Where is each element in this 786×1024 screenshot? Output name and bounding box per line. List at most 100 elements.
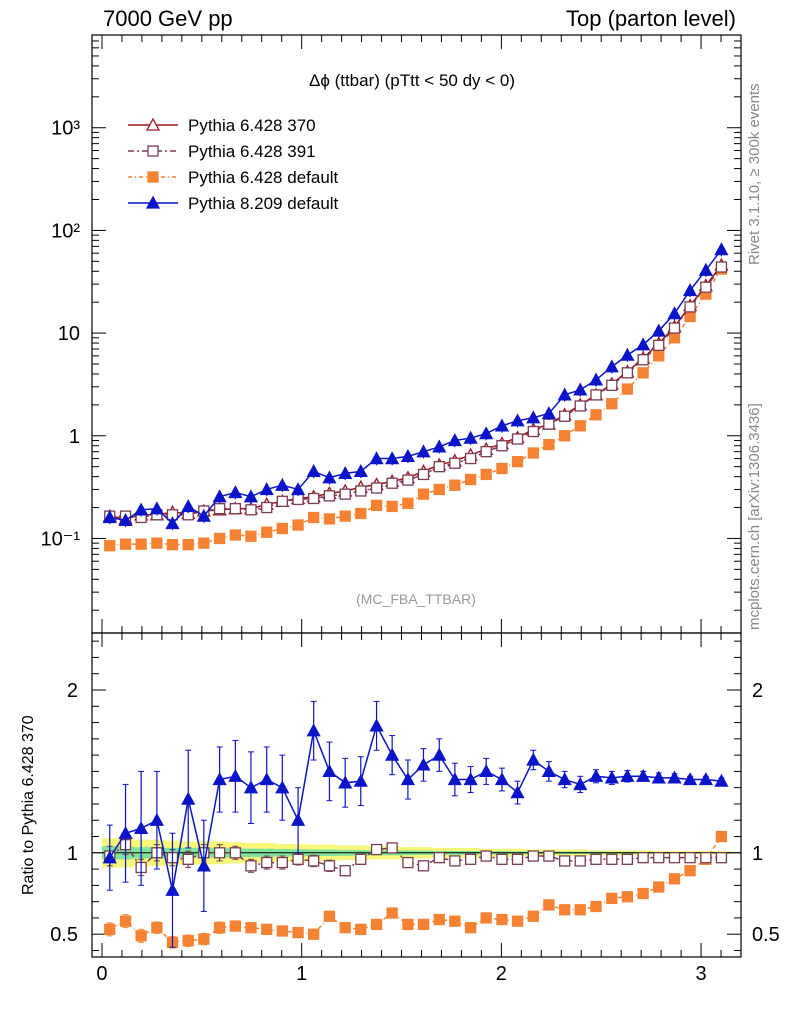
x-tick-label: 2 (496, 963, 507, 985)
data-point (198, 537, 210, 549)
ratio-point (245, 922, 257, 934)
ratio-point (402, 856, 414, 869)
data-point (400, 449, 416, 463)
legend-entry: Pythia 6.428 default (128, 168, 339, 187)
ratio-point (151, 922, 163, 934)
ratio-point (590, 900, 602, 913)
y-tick-label: 10⁻¹ (41, 528, 81, 550)
ratio-point (261, 923, 273, 935)
data-point (165, 516, 180, 530)
ratio-point (574, 904, 586, 916)
data-point (104, 540, 116, 552)
data-point (323, 513, 336, 525)
ratio-point (229, 920, 242, 932)
data-point (480, 468, 492, 481)
ratio-point (620, 768, 635, 782)
ratio-point (433, 852, 445, 864)
ratio-point (511, 853, 524, 865)
ratio-point (574, 855, 586, 867)
analysis-watermark: (MC_FBA_TTBAR) (356, 591, 476, 607)
legend-label: Pythia 6.428 391 (188, 142, 316, 161)
data-point (636, 337, 651, 351)
ratio-point (653, 852, 665, 864)
ratio-point (668, 873, 681, 885)
ratio-point (527, 910, 539, 922)
data-point (668, 322, 681, 334)
legend-marker (147, 145, 159, 157)
data-point (275, 477, 290, 491)
data-point (510, 413, 525, 427)
data-point (135, 538, 147, 550)
x-tick-label: 3 (695, 963, 706, 985)
data-point (102, 510, 117, 524)
data-point (369, 451, 384, 465)
data-point (684, 301, 696, 313)
y-tick-label: 10 (58, 323, 80, 345)
data-point (386, 477, 398, 489)
ratio-point (557, 772, 572, 786)
ratio-point (432, 747, 447, 761)
data-point (653, 339, 665, 351)
ratio-point (149, 812, 164, 826)
ratio-point (682, 772, 698, 786)
ratio-point (606, 892, 618, 905)
ratio-panel-frame (91, 632, 742, 958)
data-point (261, 501, 273, 514)
chart-title: Δϕ (ttbar) (pTtt < 50 dy < 0) (309, 71, 515, 90)
ratio-point (400, 772, 416, 786)
ratio-point (308, 855, 320, 867)
ratio-point (245, 860, 257, 872)
main-series-2 (104, 263, 728, 552)
data-point (574, 400, 586, 412)
data-point (402, 497, 414, 509)
ratio-point (637, 887, 649, 900)
ratio-point (292, 853, 304, 865)
ratio-point (323, 910, 336, 922)
ratio-point (229, 847, 242, 859)
data-point (620, 347, 635, 361)
ratio-point (417, 860, 430, 872)
ratio-point (322, 764, 337, 778)
ratio-y-tick-label: 0.5 (50, 924, 78, 946)
data-point (526, 410, 541, 424)
ratio-point (684, 852, 696, 864)
ratio-series-line (109, 723, 722, 891)
ratio-point (165, 882, 180, 896)
ratio-point (543, 850, 555, 862)
ratio-point (182, 853, 194, 865)
data-point (134, 502, 149, 516)
ratio-series-2 (102, 700, 729, 948)
ratio-y-tick-label-right: 0.5 (752, 924, 780, 946)
ratio-point (479, 764, 494, 778)
ratio-point (276, 856, 288, 869)
data-point (182, 539, 194, 551)
ratio-point (416, 757, 431, 771)
ratio-y-tick-label: 2 (67, 680, 78, 702)
data-point (259, 482, 274, 496)
ratio-point (259, 772, 274, 786)
ratio-point (653, 881, 665, 893)
y-tick-label: 1 (69, 426, 80, 448)
ratio-point (338, 775, 353, 789)
data-point (714, 242, 729, 256)
ratio-point (480, 912, 492, 924)
data-point (416, 444, 431, 458)
ratio-point (464, 853, 477, 865)
data-point (574, 420, 586, 432)
data-point (527, 447, 539, 459)
data-point (306, 464, 321, 478)
data-point (684, 310, 696, 323)
data-point (385, 451, 400, 465)
ratio-point (290, 812, 306, 826)
data-point (590, 389, 602, 401)
ratio-point (449, 855, 461, 867)
data-point (370, 499, 383, 512)
ratio-point (339, 922, 351, 934)
y-tick-label: 10² (51, 220, 80, 242)
ratio-point (590, 853, 602, 865)
ratio-point (511, 915, 524, 927)
ratio-point (339, 865, 351, 877)
data-point (196, 508, 211, 522)
data-point (496, 440, 508, 452)
